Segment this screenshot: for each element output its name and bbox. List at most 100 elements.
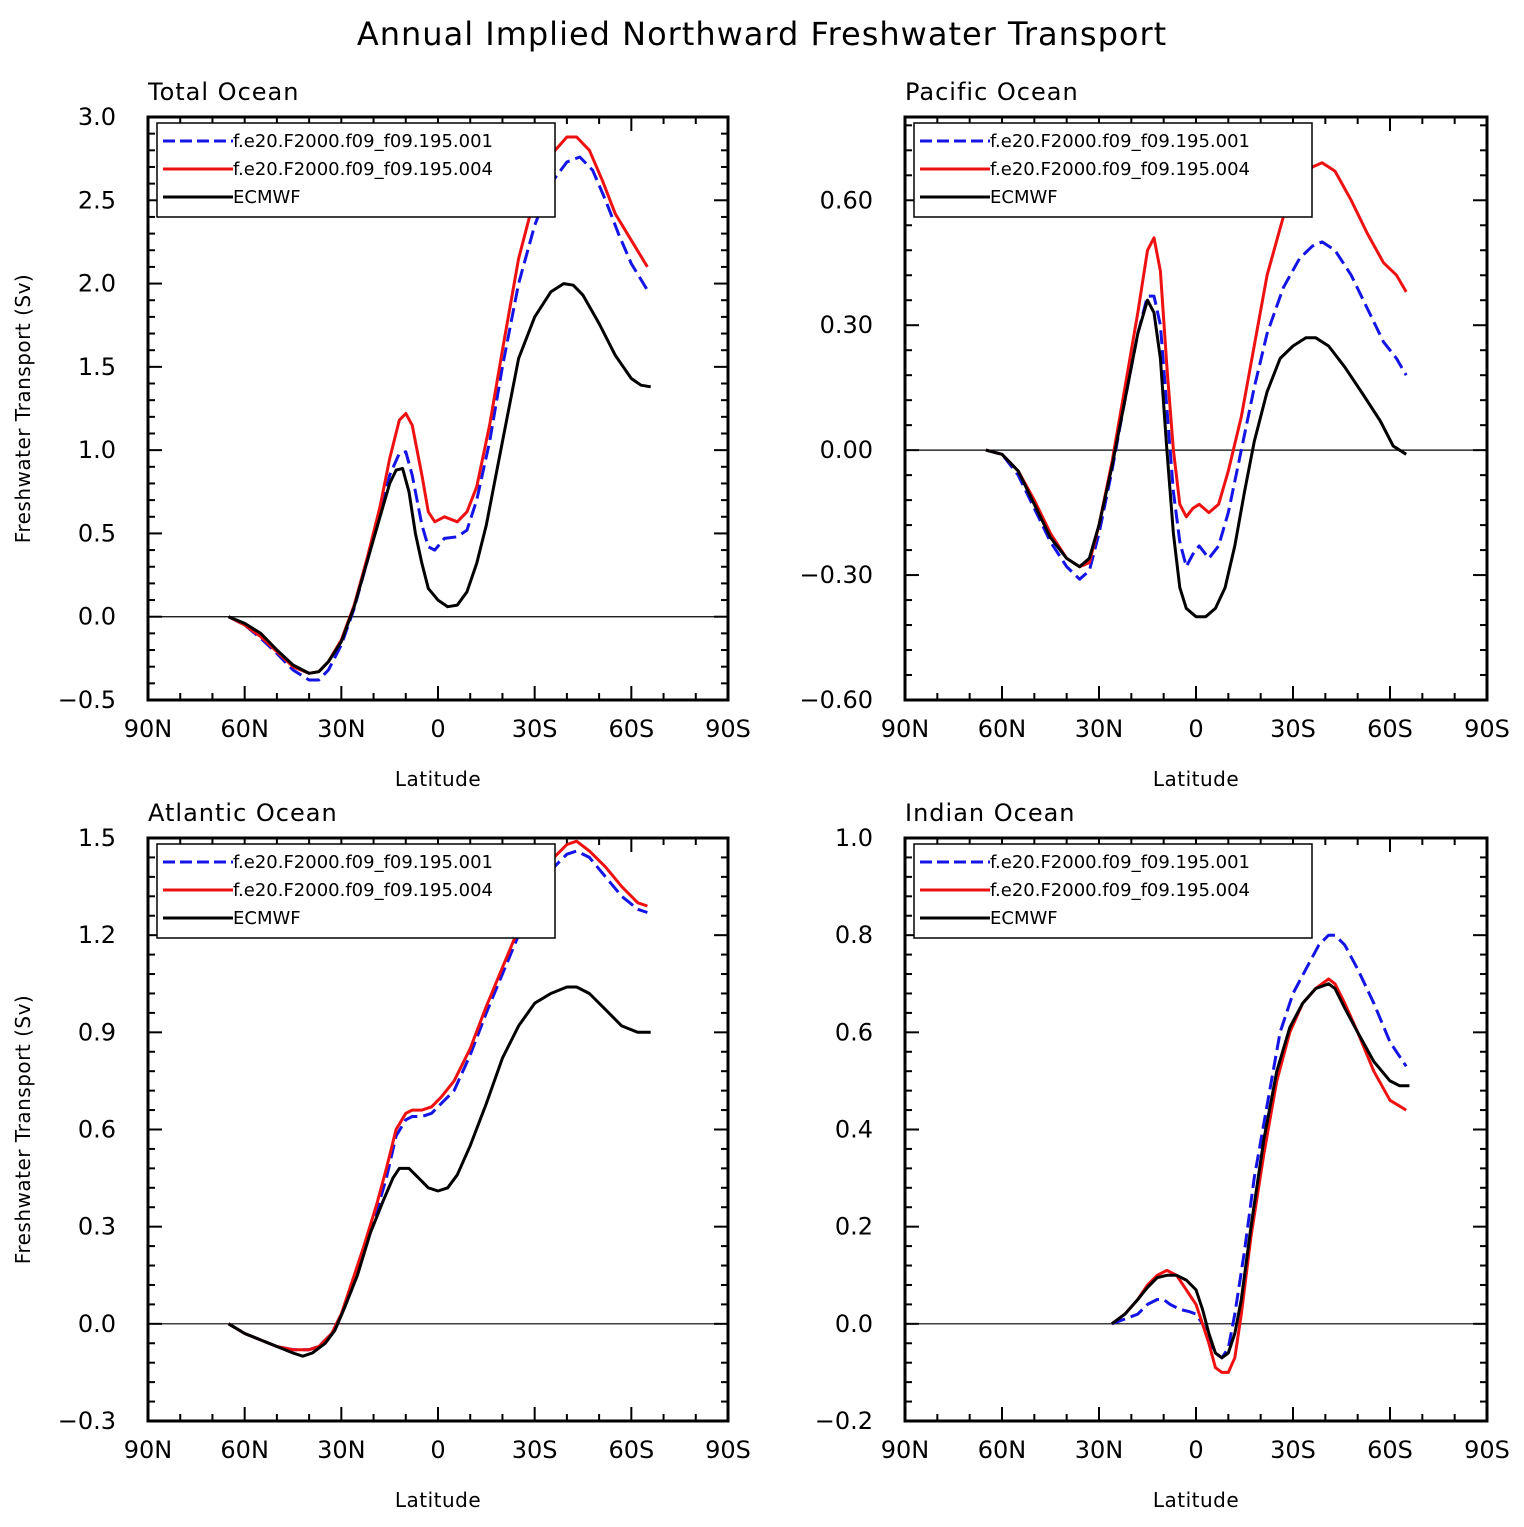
panel-pacific-ocean: Pacific Ocean 90N 60N 30N 0 30S 60S 90S −0.60 −0.… bbox=[799, 78, 1509, 791]
series-line-ecmwf bbox=[1111, 982, 1410, 1360]
panels-container: Total Ocean 90N 60N 30N 0 30S 60S 90S −0.5 0.0 0.5… bbox=[11, 78, 1510, 1512]
y-tick-label: 2.0 bbox=[78, 270, 116, 298]
y-tick-label: 1.0 bbox=[78, 436, 116, 464]
y-tick-label: 1.5 bbox=[78, 824, 116, 852]
y-tick-label: 0.30 bbox=[820, 311, 873, 339]
series-line-ecmwf bbox=[228, 282, 651, 675]
y-tick-label: 1.5 bbox=[78, 353, 116, 381]
panel-indian-ocean: Indian Ocean 90N 60N 30N 0 30S 60S 90S −0.2 0.0 0.… bbox=[815, 799, 1510, 1512]
x-tick-label: 30N bbox=[317, 1436, 366, 1464]
y-tick-label: −0.60 bbox=[799, 686, 873, 714]
series-line-f-e20-f2000-f09-f09-195-004 bbox=[1111, 977, 1407, 1374]
series-line-ecmwf bbox=[227, 985, 651, 1358]
legend-entry-label: f.e20.F2000.f09_f09.195.001 bbox=[990, 852, 1250, 873]
x-tick-label: 60N bbox=[978, 715, 1027, 743]
x-tick-label: 90S bbox=[1464, 715, 1510, 743]
x-tick-label: 90N bbox=[881, 715, 930, 743]
x-tick-label: 60N bbox=[220, 715, 269, 743]
x-tick-label: 90N bbox=[881, 1436, 930, 1464]
x-tick-label: 30S bbox=[1270, 1436, 1316, 1464]
legend-entry-label: f.e20.F2000.f09_f09.195.004 bbox=[990, 880, 1250, 901]
figure-title: Annual Implied Northward Freshwater Tran… bbox=[357, 15, 1167, 53]
x-tick-label: 0 bbox=[1188, 715, 1203, 743]
y-tick-label: 2.5 bbox=[78, 186, 116, 214]
y-tick-label: 0.6 bbox=[78, 1116, 116, 1144]
x-tick-label: 30N bbox=[1075, 1436, 1124, 1464]
legend: f.e20.F2000.f09_f09.195.001 f.e20.F2000.f… bbox=[156, 122, 556, 218]
y-tick-label: 0.00 bbox=[820, 436, 873, 464]
y-tick-label: 0.4 bbox=[835, 1116, 873, 1144]
panel-title: Total Ocean bbox=[147, 78, 299, 106]
legend-entry-label: ECMWF bbox=[990, 908, 1058, 929]
x-tick-label: 60S bbox=[608, 1436, 654, 1464]
x-axis-label: Latitude bbox=[395, 767, 481, 791]
x-axis-label: Latitude bbox=[395, 1488, 481, 1512]
legend-entry-label: ECMWF bbox=[233, 908, 301, 929]
plot-frame bbox=[146, 836, 730, 1423]
x-tick-label: 90S bbox=[1464, 1436, 1510, 1464]
x-tick-label: 60N bbox=[220, 1436, 269, 1464]
panel-title: Indian Ocean bbox=[905, 799, 1076, 827]
series-line-ecmwf bbox=[985, 298, 1408, 619]
y-tick-label: 0.2 bbox=[835, 1213, 873, 1241]
y-tick-label: −0.5 bbox=[58, 686, 116, 714]
plot-frame bbox=[903, 836, 1489, 1423]
x-tick-label: 60N bbox=[978, 1436, 1027, 1464]
y-tick-label: 0.0 bbox=[78, 603, 116, 631]
y-tick-label: 0.8 bbox=[835, 921, 873, 949]
y-tick-label: 0.0 bbox=[835, 1310, 873, 1338]
x-tick-label: 90S bbox=[705, 1436, 751, 1464]
y-tick-label: 3.0 bbox=[78, 103, 116, 131]
y-tick-label: 1.0 bbox=[835, 824, 873, 852]
legend-entry-label: f.e20.F2000.f09_f09.195.001 bbox=[233, 852, 493, 873]
legend-entry-label: ECMWF bbox=[990, 187, 1058, 208]
y-tick-label: 0.3 bbox=[78, 1213, 116, 1241]
y-tick-label: −0.30 bbox=[799, 561, 873, 589]
legend-entry-label: f.e20.F2000.f09_f09.195.001 bbox=[990, 131, 1250, 152]
y-tick-label: 0.9 bbox=[78, 1018, 116, 1046]
y-tick-label: 1.2 bbox=[78, 921, 116, 949]
y-tick-label: 0.5 bbox=[78, 519, 116, 547]
x-tick-label: 0 bbox=[1188, 1436, 1203, 1464]
series-line-f-e20-f2000-f09-f09-195-001 bbox=[985, 240, 1408, 581]
y-axis-label: Freshwater Transport (Sv) bbox=[11, 274, 35, 543]
legend-entry-label: f.e20.F2000.f09_f09.195.004 bbox=[233, 159, 493, 180]
plot-frame bbox=[146, 115, 730, 702]
legend: f.e20.F2000.f09_f09.195.001 f.e20.F2000.f… bbox=[913, 843, 1313, 939]
x-tick-label: 60S bbox=[1367, 1436, 1413, 1464]
legend: f.e20.F2000.f09_f09.195.001 f.e20.F2000.f… bbox=[156, 843, 556, 939]
y-tick-label: 0.60 bbox=[820, 186, 873, 214]
legend-entry-label: ECMWF bbox=[233, 187, 301, 208]
x-tick-label: 30S bbox=[1270, 715, 1316, 743]
legend-entry-label: f.e20.F2000.f09_f09.195.004 bbox=[990, 159, 1250, 180]
x-tick-label: 90N bbox=[124, 1436, 173, 1464]
x-tick-label: 60S bbox=[608, 715, 654, 743]
x-tick-label: 30N bbox=[317, 715, 366, 743]
panel-total-ocean: Total Ocean 90N 60N 30N 0 30S 60S 90S −0.5 0.0 0.5… bbox=[11, 78, 751, 791]
panel-title: Atlantic Ocean bbox=[148, 799, 338, 827]
x-axis-label: Latitude bbox=[1153, 1488, 1239, 1512]
x-tick-label: 90S bbox=[705, 715, 751, 743]
series-line-f-e20-f2000-f09-f09-195-001 bbox=[1111, 933, 1408, 1360]
x-tick-label: 0 bbox=[430, 715, 445, 743]
x-tick-label: 30S bbox=[512, 1436, 558, 1464]
legend-entry-label: f.e20.F2000.f09_f09.195.004 bbox=[233, 880, 493, 901]
series-line-f-e20-f2000-f09-f09-195-004 bbox=[227, 839, 648, 1352]
y-axis-label: Freshwater Transport (Sv) bbox=[11, 995, 35, 1264]
y-tick-label: 0.6 bbox=[835, 1018, 873, 1046]
panel-atlantic-ocean: Atlantic Ocean 90N 60N 30N 0 30S 60S 90S −0.3 0.0… bbox=[11, 799, 751, 1512]
y-tick-label: 0.0 bbox=[78, 1310, 116, 1338]
panel-title: Pacific Ocean bbox=[905, 78, 1079, 106]
x-tick-label: 60S bbox=[1367, 715, 1413, 743]
x-tick-label: 0 bbox=[430, 1436, 445, 1464]
y-tick-label: −0.2 bbox=[815, 1407, 873, 1435]
legend: f.e20.F2000.f09_f09.195.001 f.e20.F2000.f… bbox=[913, 122, 1313, 218]
x-tick-label: 90N bbox=[124, 715, 173, 743]
x-axis-label: Latitude bbox=[1153, 767, 1239, 791]
legend-entry-label: f.e20.F2000.f09_f09.195.001 bbox=[233, 131, 493, 152]
plot-frame bbox=[903, 115, 1489, 702]
x-tick-label: 30S bbox=[512, 715, 558, 743]
y-tick-label: −0.3 bbox=[58, 1407, 116, 1435]
series-line-f-e20-f2000-f09-f09-195-001 bbox=[227, 155, 649, 682]
